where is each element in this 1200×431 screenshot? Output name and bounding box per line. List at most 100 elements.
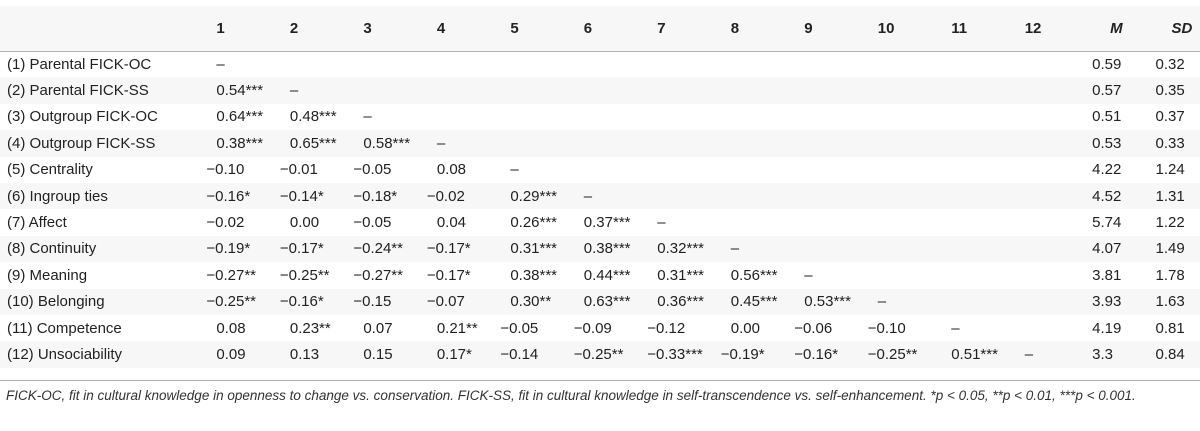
mean-cell: 4.19	[1092, 319, 1122, 337]
correlation-cell: −0.27**	[206, 266, 257, 284]
correlation-cell	[427, 51, 500, 77]
correlation-cell	[794, 130, 868, 157]
row-label: (3) Outgroup FICK-OC	[7, 108, 158, 126]
correlation-cell	[1014, 77, 1083, 104]
correlation-cell: −0.09	[573, 319, 612, 337]
correlation-cell: –	[426, 130, 501, 157]
header-row: 1 2 3 4 5 6 7 8 9 10 11 12 M SD	[0, 6, 1200, 51]
table-row: (9) Meaning −0.27** −0.25** −0.27** −0.17* 0.…	[0, 262, 1200, 288]
correlation-cell: −0.14	[500, 341, 574, 368]
table-row: (12) Unsociability 0.09 0.13 0.15 0.17* −0.14…	[0, 341, 1200, 368]
sd-cell: 0.37	[1155, 108, 1185, 126]
table-row: (11) Competence 0.08 0.23** 0.07 0.21** −0.05…	[0, 315, 1200, 341]
bottom-rule	[0, 380, 1200, 381]
mean-cell: 0.59	[1092, 55, 1122, 73]
sd-cell: 1.22	[1155, 214, 1185, 232]
correlation-cell: 0.31***	[500, 235, 574, 263]
correlation-cell	[426, 77, 501, 104]
correlation-cell: −0.25**	[279, 266, 330, 284]
correlation-cell: 0.53***	[794, 288, 868, 315]
correlation-cell: 0.26***	[510, 214, 558, 232]
correlation-cell	[867, 77, 942, 104]
correlation-cell	[1015, 104, 1082, 130]
mean-cell: 0.57	[1082, 77, 1144, 104]
correlation-cell	[353, 51, 426, 77]
correlation-cell	[1015, 157, 1082, 183]
correlation-cell: −0.15	[353, 288, 427, 315]
header-cell: 8	[720, 6, 795, 51]
correlation-cell: −0.16*	[279, 288, 354, 315]
correlation-cell: 0.56***	[730, 266, 778, 284]
correlation-cell: 0.48***	[289, 108, 337, 126]
correlation-cell: −0.02	[206, 214, 245, 232]
correlation-cell	[721, 51, 794, 77]
header-cell: 4	[426, 6, 501, 51]
sd-cell: 1.78	[1155, 266, 1185, 284]
correlation-cell	[794, 235, 868, 263]
correlation-cell: 0.30**	[500, 288, 574, 315]
correlation-cell: –	[573, 182, 648, 210]
correlation-cell: −0.24**	[353, 235, 427, 263]
correlation-cell: −0.17*	[426, 235, 501, 263]
correlation-cell	[941, 235, 1015, 263]
mean-cell: 3.93	[1082, 288, 1144, 315]
header-cell: 7	[647, 6, 721, 51]
correlation-cell: 0.38***	[573, 235, 648, 263]
correlation-cell: –	[363, 108, 372, 126]
correlation-cell: 0.38***	[510, 266, 558, 284]
correlation-cell	[573, 77, 648, 104]
correlation-cell	[868, 157, 941, 183]
correlation-cell: 0.13	[279, 341, 354, 368]
sd-cell: 1.49	[1143, 235, 1200, 263]
correlation-table: 1 2 3 4 5 6 7 8 9 10 11 12 M SD (1) Parental FICK-OC –…	[0, 6, 1200, 368]
correlation-cell: −0.17*	[426, 266, 471, 284]
correlation-cell	[721, 209, 794, 235]
correlation-cell: −0.25**	[573, 341, 648, 368]
correlation-cell	[1015, 315, 1082, 341]
correlation-cell	[794, 77, 868, 104]
header-cell: 6	[573, 6, 648, 51]
correlation-cell	[647, 77, 721, 104]
sd-cell: 0.35	[1143, 77, 1200, 104]
mean-cell: 0.51	[1092, 108, 1122, 126]
correlation-cell: 0.64***	[216, 108, 264, 126]
correlation-cell	[941, 262, 1014, 288]
correlation-cell: 0.09	[206, 341, 280, 368]
correlation-cell	[500, 130, 574, 157]
row-label: (11) Competence	[7, 319, 122, 337]
correlation-cell: 0.45***	[720, 288, 795, 315]
correlation-cell: 0.21**	[436, 319, 478, 337]
correlation-cell: 0.08	[216, 319, 246, 337]
correlation-cell	[574, 51, 647, 77]
header-cell: 5	[500, 6, 574, 51]
correlation-cell	[794, 157, 867, 183]
correlation-cell	[941, 104, 1014, 130]
sd-cell: 1.31	[1143, 182, 1200, 210]
sd-cell: 0.81	[1155, 319, 1185, 337]
correlation-cell: –	[804, 266, 813, 284]
correlation-cell: −0.07	[426, 288, 501, 315]
mean-cell: 4.22	[1092, 161, 1122, 179]
table-row: (7) Affect −0.02 0.00 −0.05 0.04 0.26*** 0.37*…	[0, 209, 1200, 235]
correlation-cell	[868, 104, 941, 130]
correlation-cell: −0.10	[206, 161, 245, 179]
correlation-cell: –	[1014, 341, 1083, 368]
row-label: (7) Affect	[7, 214, 67, 232]
header-cell: 2	[279, 6, 354, 51]
correlation-cell: 0.29***	[500, 182, 574, 210]
correlation-cell	[1015, 262, 1082, 288]
correlation-cell	[500, 77, 574, 104]
correlation-cell	[941, 209, 1014, 235]
correlation-cell	[794, 51, 867, 77]
correlation-cell: −0.19*	[206, 235, 280, 263]
correlation-cell: –	[510, 161, 519, 179]
correlation-cell	[868, 209, 941, 235]
correlation-cell	[647, 157, 720, 183]
correlation-cell	[794, 209, 867, 235]
correlation-cell: 0.54***	[206, 77, 280, 104]
correlation-cell	[1015, 209, 1082, 235]
correlation-cell	[1014, 130, 1083, 157]
correlation-cell	[1015, 51, 1082, 77]
correlation-cell: –	[951, 319, 960, 337]
